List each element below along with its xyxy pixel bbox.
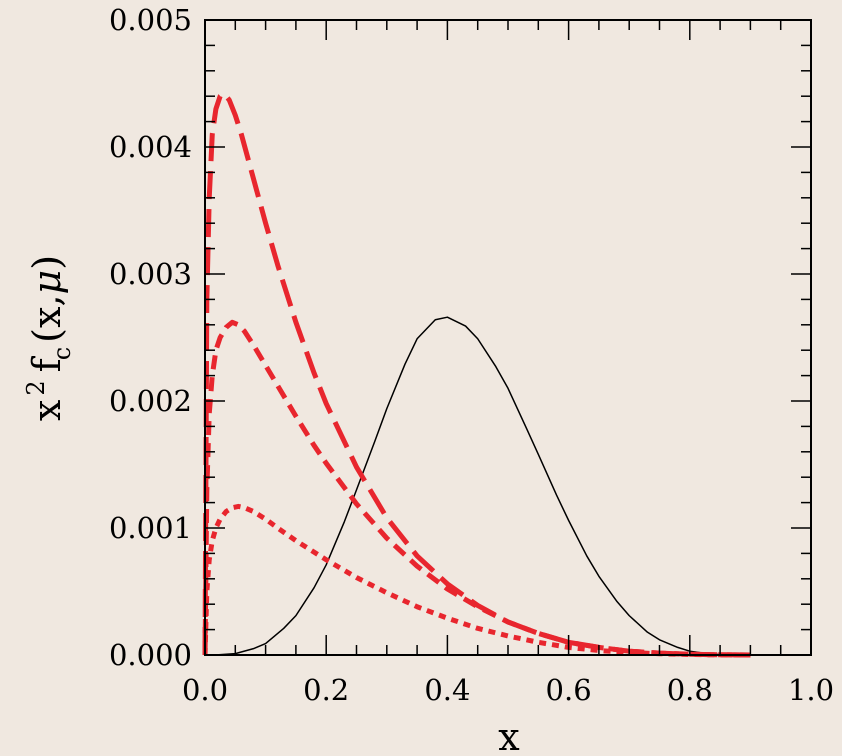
series-dotted-line [202, 503, 751, 658]
y-axis-title: x 2 fc (x,μ) [22, 255, 76, 421]
x-tick-label: 0.4 [424, 673, 470, 707]
x-tick-label: 0.6 [546, 673, 592, 707]
series-long-dash-line [202, 91, 751, 658]
tick-labels-layer: 0.0 0.2 0.4 0.6 0.8 1.0 0.000 0.001 0.002 0.003 0.… [109, 3, 834, 707]
x-axis-title: x [498, 715, 519, 756]
y-axis-title-f: f [25, 355, 69, 372]
y-tick-label: 0.005 [109, 3, 192, 37]
series-solid-thin-line [204, 316, 751, 656]
x-tick-label: 0.2 [303, 673, 349, 707]
y-axis-title-mu: μ [25, 270, 69, 295]
x-tick-label: 1.0 [788, 673, 834, 707]
y-tick-label: 0.004 [109, 130, 192, 164]
series-medium-dash-line [202, 319, 751, 658]
x-tick-label: 0.0 [182, 673, 228, 707]
plot-frame [204, 19, 812, 656]
curves-layer [202, 91, 751, 658]
y-axis-title-sub: c [48, 347, 76, 360]
y-tick-label: 0.001 [109, 511, 192, 545]
y-axis-title-sup: 2 [22, 380, 50, 395]
ticks-layer [204, 19, 812, 656]
y-tick-label: 0.000 [109, 638, 192, 672]
y-tick-label: 0.002 [109, 384, 192, 418]
y-tick-label: 0.003 [109, 257, 192, 291]
y-axis-title-args-close: ) [25, 255, 69, 270]
y-axis-title-base: x [25, 400, 69, 421]
y-axis-title-args-open: (x, [25, 294, 69, 342]
x-tick-label: 0.8 [667, 673, 713, 707]
